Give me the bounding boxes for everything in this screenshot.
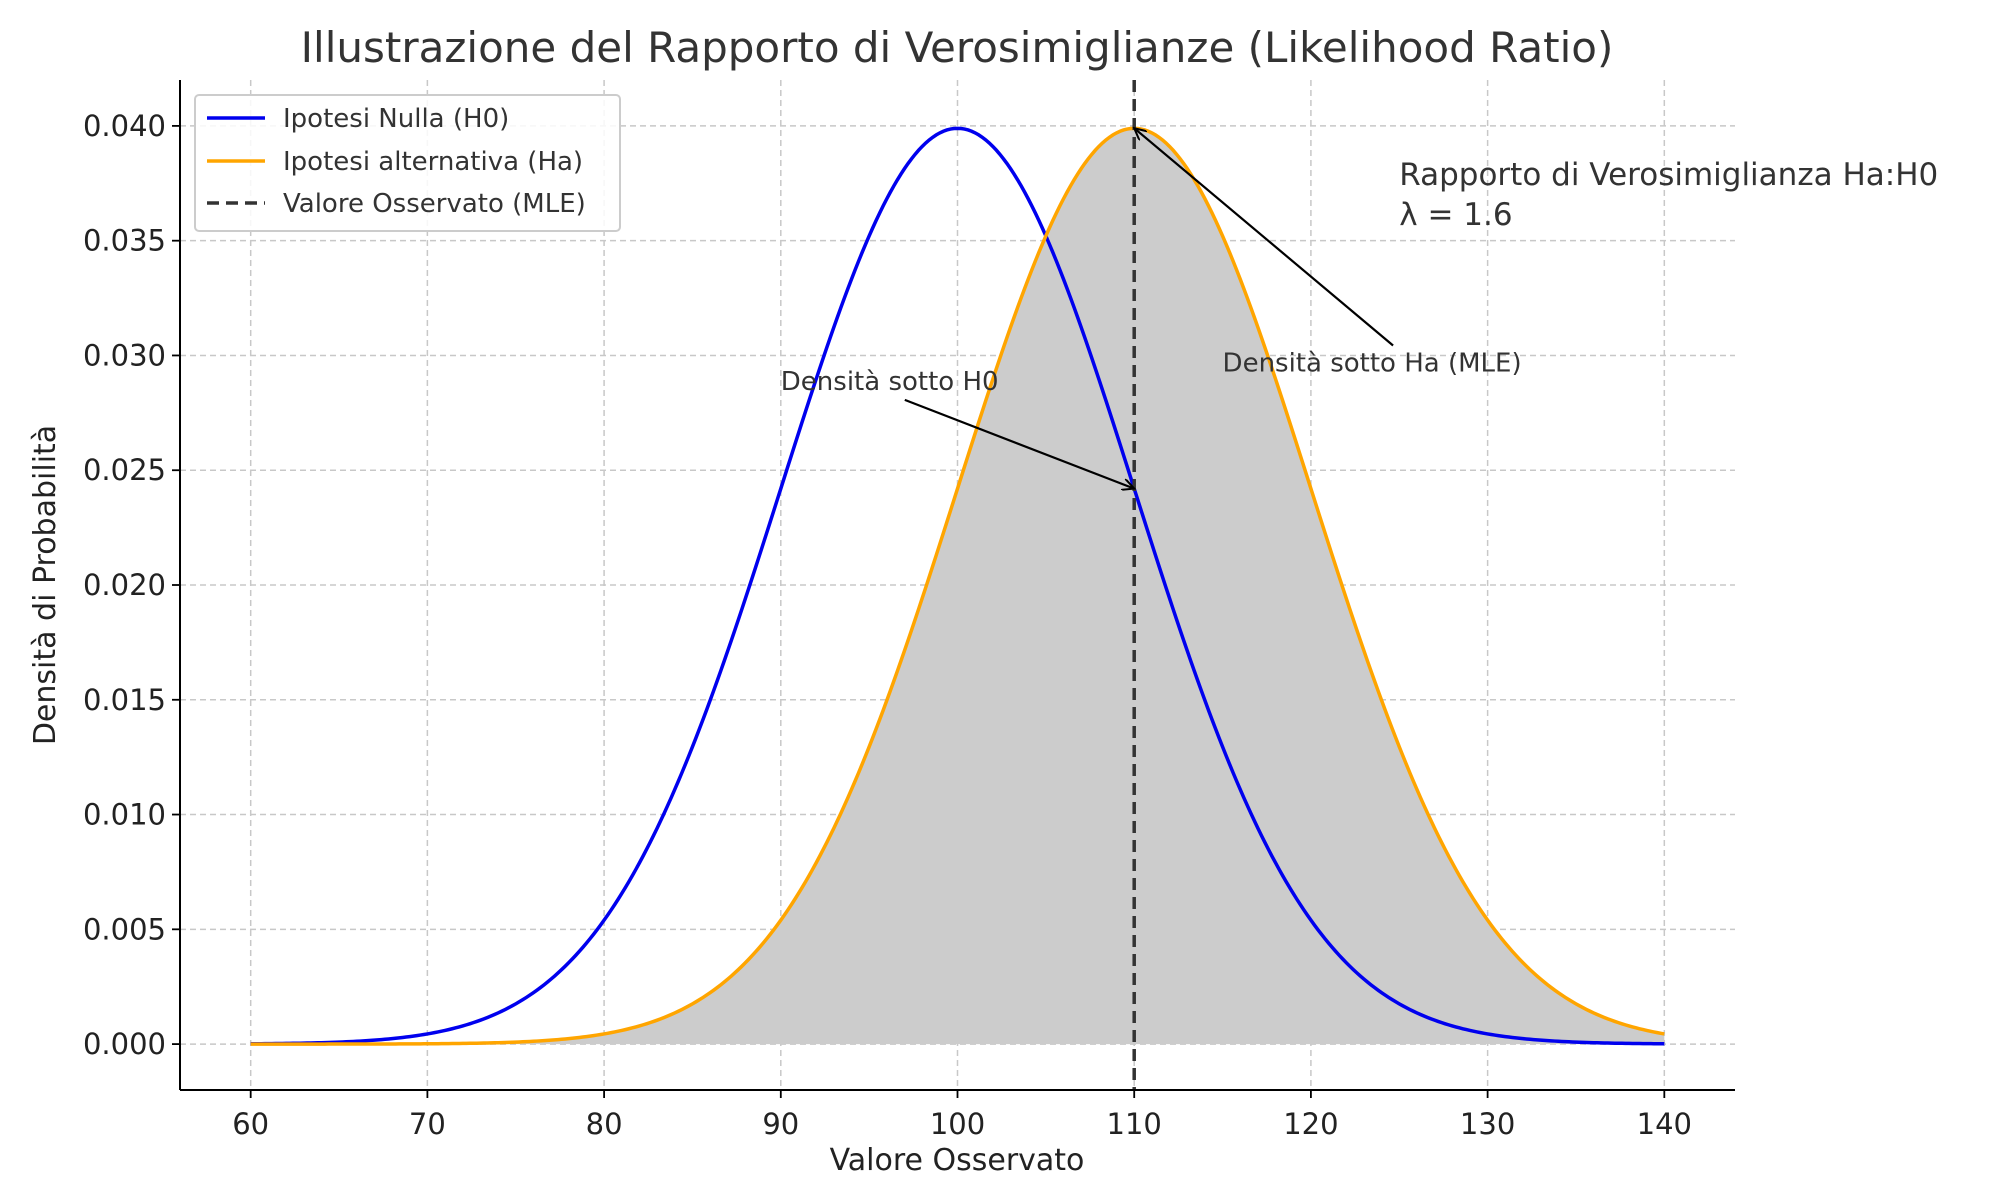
y-tick-label: 0.000 [83, 1027, 166, 1061]
x-tick-label: 130 [1460, 1107, 1515, 1141]
fill-area [250, 128, 1665, 1045]
x-tick-label: 120 [1283, 1107, 1338, 1141]
y-tick-label: 0.005 [83, 912, 166, 946]
annotations: Densità sotto H0 Densità sotto Ha (MLE) [781, 128, 1522, 488]
y-axis-label: Densità di Probabilità [28, 425, 63, 745]
x-tick-label: 60 [232, 1107, 269, 1141]
annotation-density-ha-text: Densità sotto Ha (MLE) [1223, 349, 1522, 379]
chart-title: Illustrazione del Rapporto di Verosimigl… [301, 23, 1614, 72]
x-axis-label: Valore Osservato [830, 1143, 1085, 1178]
legend-label-mle: Valore Osservato (MLE) [283, 189, 586, 219]
y-tick-label: 0.020 [83, 568, 166, 602]
x-tick-label: 90 [762, 1107, 799, 1141]
x-tick-label: 70 [409, 1107, 446, 1141]
x-tick-label: 100 [930, 1107, 985, 1141]
y-tick-label: 0.030 [83, 338, 166, 372]
y-tick-label: 0.015 [83, 683, 166, 717]
annotation-density-h0-arrow [904, 398, 1134, 489]
y-tick-label: 0.035 [83, 224, 166, 258]
legend-label-ha: Ipotesi alternativa (Ha) [283, 147, 583, 177]
x-tick-label: 140 [1637, 1107, 1692, 1141]
ratio-text-line1: Rapporto di Verosimiglianza Ha:H0 [1399, 157, 1938, 193]
ratio-text-line2: λ = 1.6 [1399, 197, 1512, 233]
series-line-ha [250, 126, 1665, 1046]
annotation-density-ha-arrow [1134, 128, 1394, 347]
x-tick-label: 80 [586, 1107, 623, 1141]
legend: Ipotesi Nulla (H0) Ipotesi alternativa (… [194, 94, 621, 232]
annotation-density-h0-text: Densità sotto H0 [781, 367, 999, 397]
y-tick-label: 0.040 [83, 109, 166, 143]
series-line-h0 [250, 126, 1665, 1046]
x-ticks: 60 70 80 90 100 110 120 130 140 [232, 1090, 1692, 1141]
x-tick-label: 110 [1107, 1107, 1162, 1141]
y-tick-label: 0.010 [83, 798, 166, 832]
legend-box [194, 94, 621, 232]
y-tick-label: 0.025 [83, 453, 166, 487]
area-fill-ha [250, 128, 1665, 1045]
legend-label-h0: Ipotesi Nulla (H0) [283, 104, 509, 134]
y-ticks: 0.000 0.005 0.010 0.015 0.020 0.025 0.030 0.035… [83, 109, 180, 1061]
series-lines [250, 126, 1665, 1046]
